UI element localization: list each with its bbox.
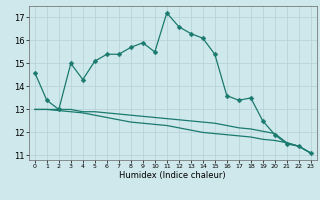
X-axis label: Humidex (Indice chaleur): Humidex (Indice chaleur) <box>119 171 226 180</box>
